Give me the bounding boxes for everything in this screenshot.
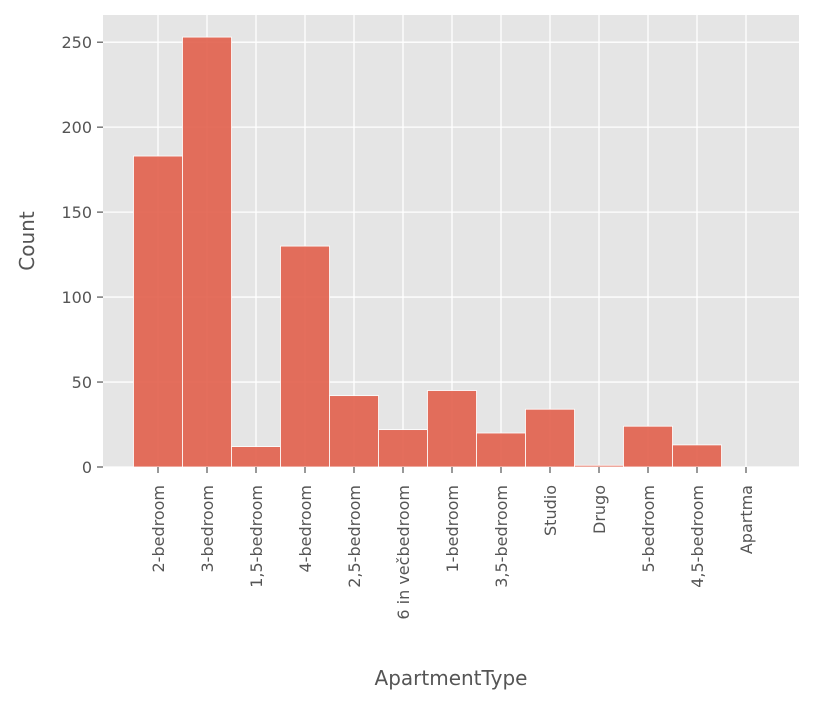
y-tick-label-3: 150 <box>61 203 92 222</box>
bar-0 <box>133 155 183 468</box>
bar-9 <box>574 464 624 468</box>
y-axis: 0 50 100 150 200 250 <box>61 33 103 477</box>
x-tick-label-2: 1,5-bedroom <box>247 485 266 588</box>
y-tick-label-0: 0 <box>82 458 92 477</box>
bar-7 <box>476 432 526 468</box>
x-tick-label-0: 2-bedroom <box>149 485 168 573</box>
bar-2 <box>231 446 281 468</box>
x-tick-label-6: 1-bedroom <box>443 485 462 573</box>
bar-6 <box>427 390 477 468</box>
y-tick-label-2: 100 <box>61 288 92 307</box>
x-tick-label-1: 3-bedroom <box>198 485 217 573</box>
x-tick-label-3: 4-bedroom <box>296 485 315 573</box>
x-tick-label-5: 6 in večbedroom <box>394 485 413 620</box>
y-tick-label-5: 250 <box>61 33 92 52</box>
y-tick-label-1: 50 <box>72 373 92 392</box>
x-tick-label-12: Apartma <box>737 485 756 554</box>
bar-3 <box>280 245 330 468</box>
x-tick-label-9: Drugo <box>590 485 609 534</box>
bar-10 <box>623 425 673 468</box>
x-tick-label-7: 3,5-bedroom <box>492 485 511 588</box>
y-axis-label: Count <box>15 211 39 271</box>
x-tick-label-10: 5-bedroom <box>639 485 658 573</box>
x-axis: 2-bedroom 3-bedroom 1,5-bedroom 4-bedroom 2,… <box>149 467 756 620</box>
bar-5 <box>378 429 428 468</box>
bar-11 <box>672 444 722 468</box>
bar-1 <box>182 36 232 468</box>
x-tick-label-4: 2,5-bedroom <box>345 485 364 588</box>
x-axis-label: ApartmentType <box>375 666 528 690</box>
x-tick-label-11: 4,5-bedroom <box>688 485 707 588</box>
bars <box>133 36 722 468</box>
bar-4 <box>329 395 379 468</box>
bar-8 <box>525 408 575 468</box>
x-tick-label-8: Studio <box>541 485 560 536</box>
y-tick-label-4: 200 <box>61 118 92 137</box>
